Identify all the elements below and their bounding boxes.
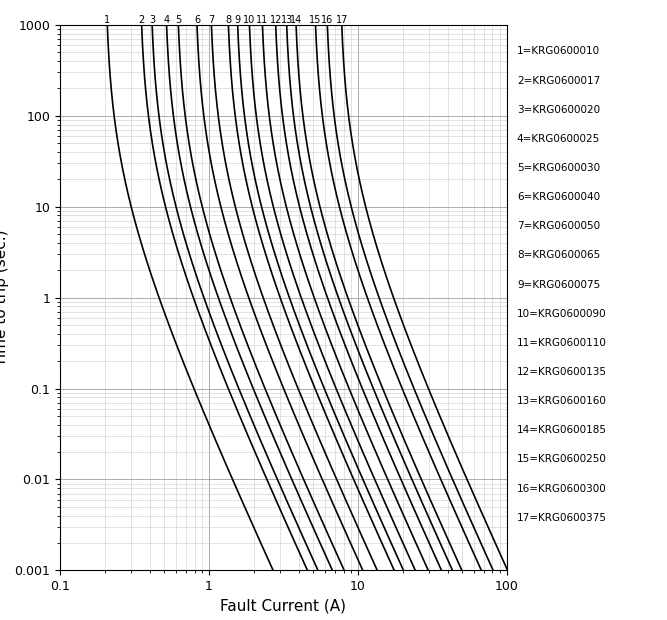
Text: 14=KRG0600185: 14=KRG0600185 — [517, 425, 607, 435]
Text: 17: 17 — [336, 15, 348, 25]
Text: 4=KRG0600025: 4=KRG0600025 — [517, 134, 600, 144]
Text: 10: 10 — [243, 15, 255, 25]
Text: 10=KRG0600090: 10=KRG0600090 — [517, 309, 606, 319]
Text: 17=KRG0600375: 17=KRG0600375 — [517, 513, 607, 523]
Text: 1=KRG0600010: 1=KRG0600010 — [517, 46, 600, 56]
Text: 14: 14 — [290, 15, 302, 25]
Text: 11: 11 — [256, 15, 269, 25]
Text: 6: 6 — [194, 15, 200, 25]
Text: 9: 9 — [235, 15, 241, 25]
Text: 2: 2 — [139, 15, 145, 25]
Text: 3=KRG0600020: 3=KRG0600020 — [517, 105, 600, 115]
X-axis label: Fault Current (A): Fault Current (A) — [221, 599, 346, 614]
Text: 5: 5 — [175, 15, 181, 25]
Text: 7=KRG0600050: 7=KRG0600050 — [517, 221, 600, 231]
Text: 13=KRG0600160: 13=KRG0600160 — [517, 396, 607, 406]
Text: 9=KRG0600075: 9=KRG0600075 — [517, 280, 600, 290]
Text: 15: 15 — [309, 15, 321, 25]
Text: 11=KRG0600110: 11=KRG0600110 — [517, 338, 607, 348]
Text: 7: 7 — [208, 15, 215, 25]
Text: 13: 13 — [281, 15, 293, 25]
Text: 8=KRG0600065: 8=KRG0600065 — [517, 250, 600, 260]
Text: 16: 16 — [321, 15, 334, 25]
Text: 12: 12 — [269, 15, 282, 25]
Text: 15=KRG0600250: 15=KRG0600250 — [517, 454, 607, 464]
Text: 1: 1 — [104, 15, 110, 25]
Text: 16=KRG0600300: 16=KRG0600300 — [517, 484, 607, 494]
Text: 8: 8 — [225, 15, 231, 25]
Y-axis label: Time to trip (sec.): Time to trip (sec.) — [0, 229, 9, 366]
Text: 3: 3 — [149, 15, 155, 25]
Text: 2=KRG0600017: 2=KRG0600017 — [517, 76, 600, 86]
Text: 5=KRG0600030: 5=KRG0600030 — [517, 163, 600, 173]
Text: 12=KRG0600135: 12=KRG0600135 — [517, 367, 607, 377]
Text: 4: 4 — [163, 15, 169, 25]
Text: 6=KRG0600040: 6=KRG0600040 — [517, 192, 600, 202]
